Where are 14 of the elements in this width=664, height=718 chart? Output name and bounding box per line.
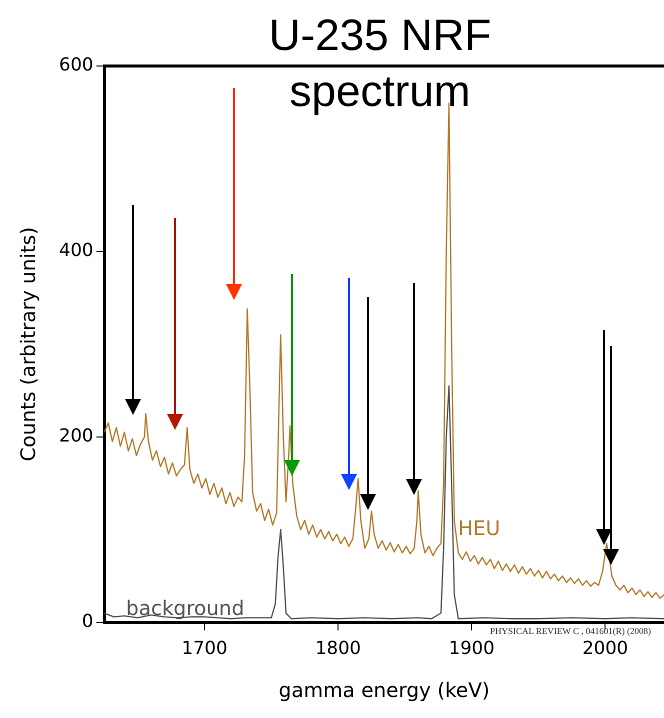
series-label: HEU <box>458 516 500 540</box>
x-axis-title: gamma energy (keV) <box>278 678 490 702</box>
x-tick-label: 1700 <box>182 638 228 659</box>
text: PHYSICAL REVIEW C , 041601(R) (2008) <box>490 626 651 636</box>
y-tick-label: 400 <box>58 240 94 262</box>
y-tick-label: 200 <box>58 426 94 447</box>
chart-title: U-235 NRF spectrum <box>268 10 492 118</box>
x-tick-label: 2000 <box>582 638 628 659</box>
y-tick-label: 600 <box>58 54 94 76</box>
series-label: background <box>126 596 244 620</box>
y-tick-label: 0 <box>82 611 94 632</box>
x-tick-label: 1900 <box>448 638 495 659</box>
y-axis-title: Counts (arbitrary units) <box>16 226 40 462</box>
x-tick-label: 1800 <box>315 638 362 659</box>
